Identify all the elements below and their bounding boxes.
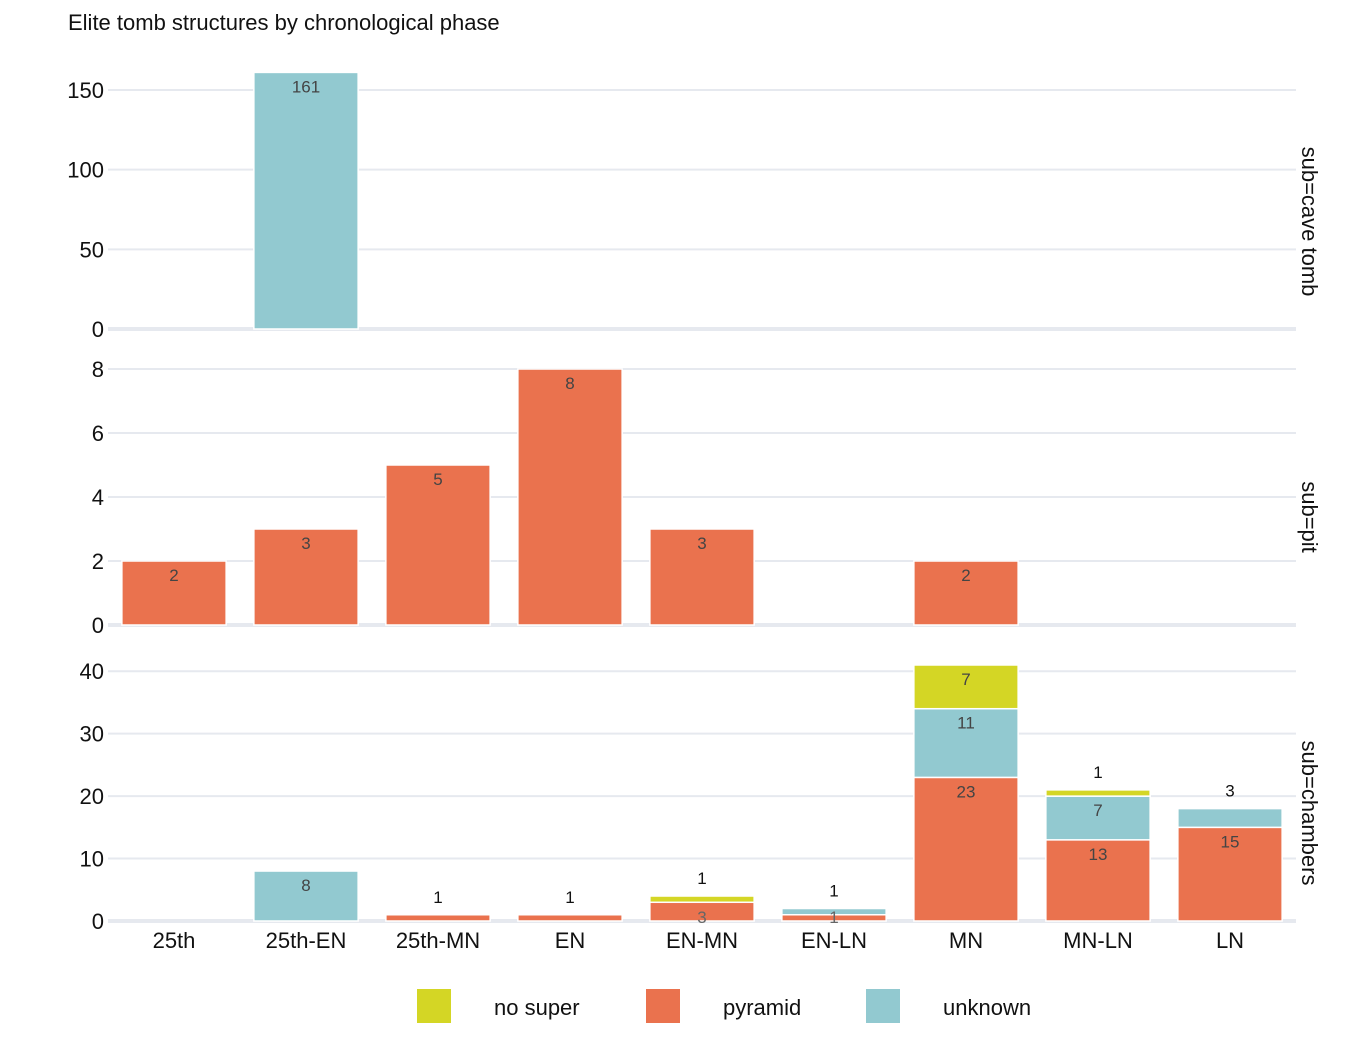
data-label: 2 [169, 566, 178, 585]
legend-swatch-pyramid [646, 989, 680, 1023]
y-tick-label: 8 [92, 357, 104, 382]
legend-label: no super [494, 995, 580, 1020]
x-tick-label: MN-LN [1063, 928, 1133, 953]
data-label: 1 [1093, 763, 1102, 782]
bar-no_super [1045, 789, 1151, 797]
x-tick-label: EN-MN [666, 928, 738, 953]
y-tick-label: 50 [80, 237, 104, 262]
bar-unknown [253, 870, 359, 922]
data-label: 2 [961, 566, 970, 585]
y-tick-label: 0 [92, 317, 104, 342]
x-tick-label: 25th-MN [396, 928, 480, 953]
x-tick-label: EN [555, 928, 586, 953]
bar-unknown [913, 707, 1019, 779]
data-label: 1 [565, 888, 574, 907]
y-tick-label: 4 [92, 485, 104, 510]
data-label: 13 [1089, 845, 1108, 864]
data-label: 7 [1093, 801, 1102, 820]
y-tick-label: 30 [80, 722, 104, 747]
x-tick-label: 25th-EN [266, 928, 347, 953]
y-tick-label: 2 [92, 549, 104, 574]
data-label: 15 [1221, 832, 1240, 851]
data-label: 3 [1225, 782, 1234, 801]
data-label: 1 [697, 869, 706, 888]
bar-pyramid [649, 528, 755, 626]
bar-no_super [913, 664, 1019, 710]
data-label: 1 [829, 882, 838, 901]
bar-pyramid [253, 528, 359, 626]
data-label: 7 [961, 670, 970, 689]
y-tick-label: 100 [67, 158, 104, 183]
bar-no_super [649, 895, 755, 904]
legend-label: unknown [943, 995, 1031, 1020]
data-label: 1 [829, 908, 838, 927]
data-label: 8 [565, 374, 574, 393]
legend-swatch-unknown [866, 989, 900, 1023]
data-label: 1 [433, 888, 442, 907]
y-tick-label: 150 [67, 78, 104, 103]
x-tick-label: 25th [153, 928, 196, 953]
facet-label: sub=chambers [1297, 741, 1322, 886]
data-label: 23 [957, 782, 976, 801]
data-label: 8 [301, 876, 310, 895]
bar-pyramid [517, 368, 623, 626]
bar-unknown [253, 71, 359, 330]
x-tick-label: EN-LN [801, 928, 867, 953]
y-tick-label: 20 [80, 784, 104, 809]
x-tick-label: MN [949, 928, 983, 953]
data-label: 3 [697, 534, 706, 553]
bar-unknown [1177, 807, 1283, 829]
y-tick-label: 40 [80, 659, 104, 684]
bar-pyramid [385, 914, 491, 922]
data-label: 11 [957, 714, 975, 733]
y-tick-label: 6 [92, 421, 104, 446]
data-label: 5 [433, 470, 442, 489]
bar-pyramid [385, 464, 491, 626]
legend-label: pyramid [723, 995, 801, 1020]
bar-pyramid [517, 914, 623, 922]
x-tick-label: LN [1216, 928, 1244, 953]
data-label: 3 [697, 908, 706, 927]
bar-pyramid [1177, 826, 1283, 922]
bar-unknown [781, 907, 887, 916]
data-label: 161 [292, 77, 320, 96]
chart-title: Elite tomb structures by chronological p… [68, 10, 500, 35]
data-label: 3 [301, 534, 310, 553]
bar-pyramid [1045, 839, 1151, 922]
facet-label: sub=pit [1297, 481, 1322, 553]
legend-swatch-no_super [417, 989, 451, 1023]
bar-pyramid [913, 560, 1019, 626]
y-tick-label: 10 [80, 847, 104, 872]
bar-pyramid [121, 560, 227, 626]
facet-label: sub=cave tomb [1297, 147, 1322, 297]
y-tick-label: 0 [92, 613, 104, 638]
y-tick-label: 0 [92, 909, 104, 934]
